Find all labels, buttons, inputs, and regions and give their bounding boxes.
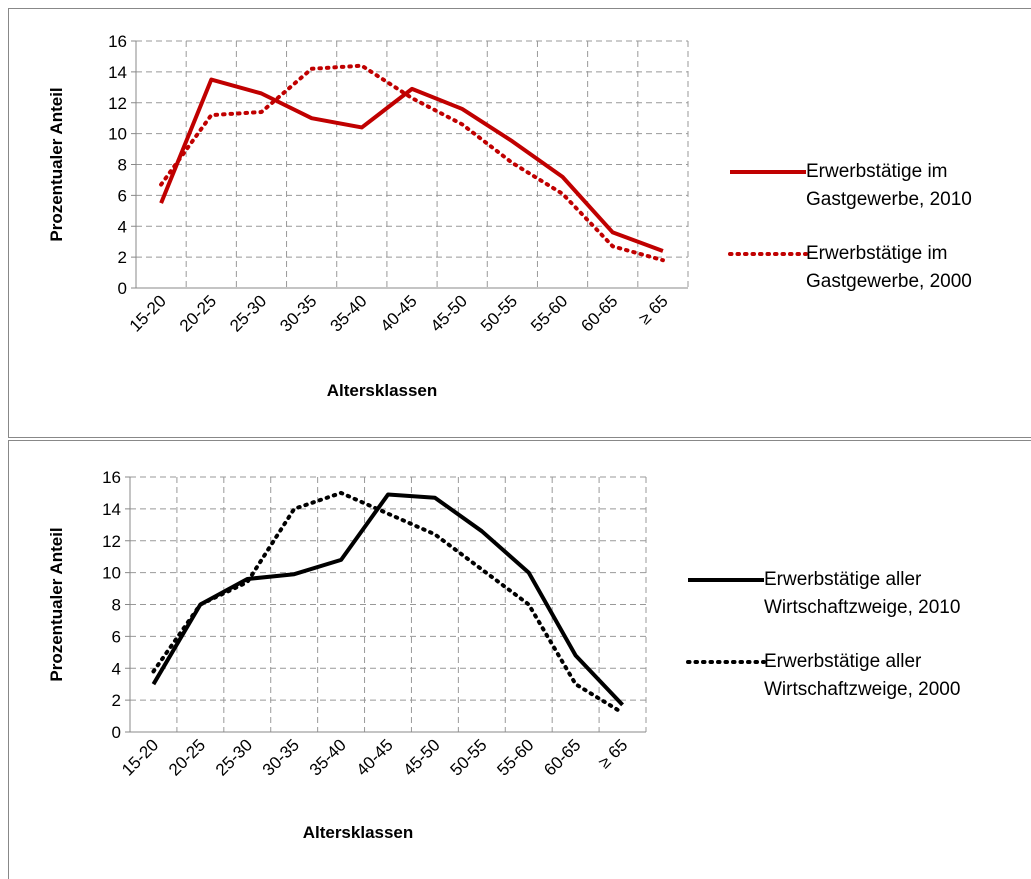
- x-axis-title: Altersklassen: [327, 381, 438, 400]
- legend-label: Erwerbstätige aller Wirtschaftzweige, 20…: [764, 569, 961, 618]
- x-tick-label: 60-65: [540, 735, 584, 779]
- x-axis-title: Altersklassen: [303, 823, 414, 842]
- x-tick-label: ≥ 65: [635, 291, 672, 328]
- y-tick-label: 16: [108, 32, 127, 51]
- x-tick-label: 15-20: [126, 291, 170, 335]
- y-tick-label: 2: [112, 691, 121, 710]
- y-tick-label: 4: [118, 217, 127, 236]
- y-tick-label: 0: [118, 279, 127, 298]
- series-line: [159, 63, 665, 263]
- y-tick-label: 0: [112, 723, 121, 742]
- chart-border: [8, 8, 1031, 438]
- y-tick-label: 8: [118, 156, 127, 175]
- legend-label: Erwerbstätige im Gastgewerbe, 2010: [806, 161, 972, 210]
- y-tick-label: 16: [102, 468, 121, 487]
- x-tick-label: 35-40: [326, 291, 370, 335]
- x-tick-label: 50-55: [477, 291, 521, 335]
- x-tick-label: 30-35: [276, 291, 320, 335]
- series-line: [151, 490, 625, 715]
- y-tick-label: 10: [102, 564, 121, 583]
- legend-label: Erwerbstätige aller Wirtschaftzweige, 20…: [764, 651, 961, 700]
- chart-border: [8, 440, 1031, 879]
- y-tick-label: 4: [112, 659, 121, 678]
- x-tick-label: 40-45: [377, 291, 421, 335]
- x-tick-label: 20-25: [165, 735, 209, 779]
- y-tick-label: 2: [118, 248, 127, 267]
- x-tick-label: 20-25: [176, 291, 220, 335]
- series-line: [159, 77, 664, 253]
- x-tick-label: 45-50: [427, 291, 471, 335]
- y-tick-label: 12: [102, 532, 121, 551]
- legend-label: Erwerbstätige im Gastgewerbe, 2000: [806, 243, 972, 292]
- legend-entry: Erwerbstätige aller Wirtschaftzweige, 20…: [764, 569, 961, 618]
- x-tick-label: 55-60: [493, 735, 537, 779]
- x-tick-label: 25-30: [226, 291, 270, 335]
- x-tick-label: 15-20: [118, 735, 162, 779]
- y-tick-label: 10: [108, 125, 127, 144]
- legend-entry: Erwerbstätige im Gastgewerbe, 2010: [806, 161, 972, 210]
- y-tick-label: 12: [108, 94, 127, 113]
- legend-entry: Erwerbstätige aller Wirtschaftzweige, 20…: [764, 651, 961, 700]
- x-tick-label: 40-45: [353, 735, 397, 779]
- y-axis-title: Prozentualer Anteil: [47, 527, 66, 681]
- x-tick-label: 55-60: [527, 291, 571, 335]
- x-tick-label: 30-35: [259, 735, 303, 779]
- x-tick-label: 50-55: [446, 735, 490, 779]
- y-tick-label: 14: [102, 500, 121, 519]
- x-tick-label: 45-50: [400, 735, 444, 779]
- legend-entry: Erwerbstätige im Gastgewerbe, 2000: [806, 243, 972, 292]
- x-tick-label: ≥ 65: [595, 735, 632, 772]
- y-tick-label: 14: [108, 63, 127, 82]
- y-axis-title: Prozentualer Anteil: [47, 87, 66, 241]
- y-tick-label: 8: [112, 596, 121, 615]
- x-tick-label: 35-40: [306, 735, 350, 779]
- x-tick-label: 25-30: [212, 735, 256, 779]
- series-line: [151, 492, 624, 707]
- x-tick-label: 60-65: [577, 291, 621, 335]
- y-tick-label: 6: [118, 186, 127, 205]
- y-tick-label: 6: [112, 627, 121, 646]
